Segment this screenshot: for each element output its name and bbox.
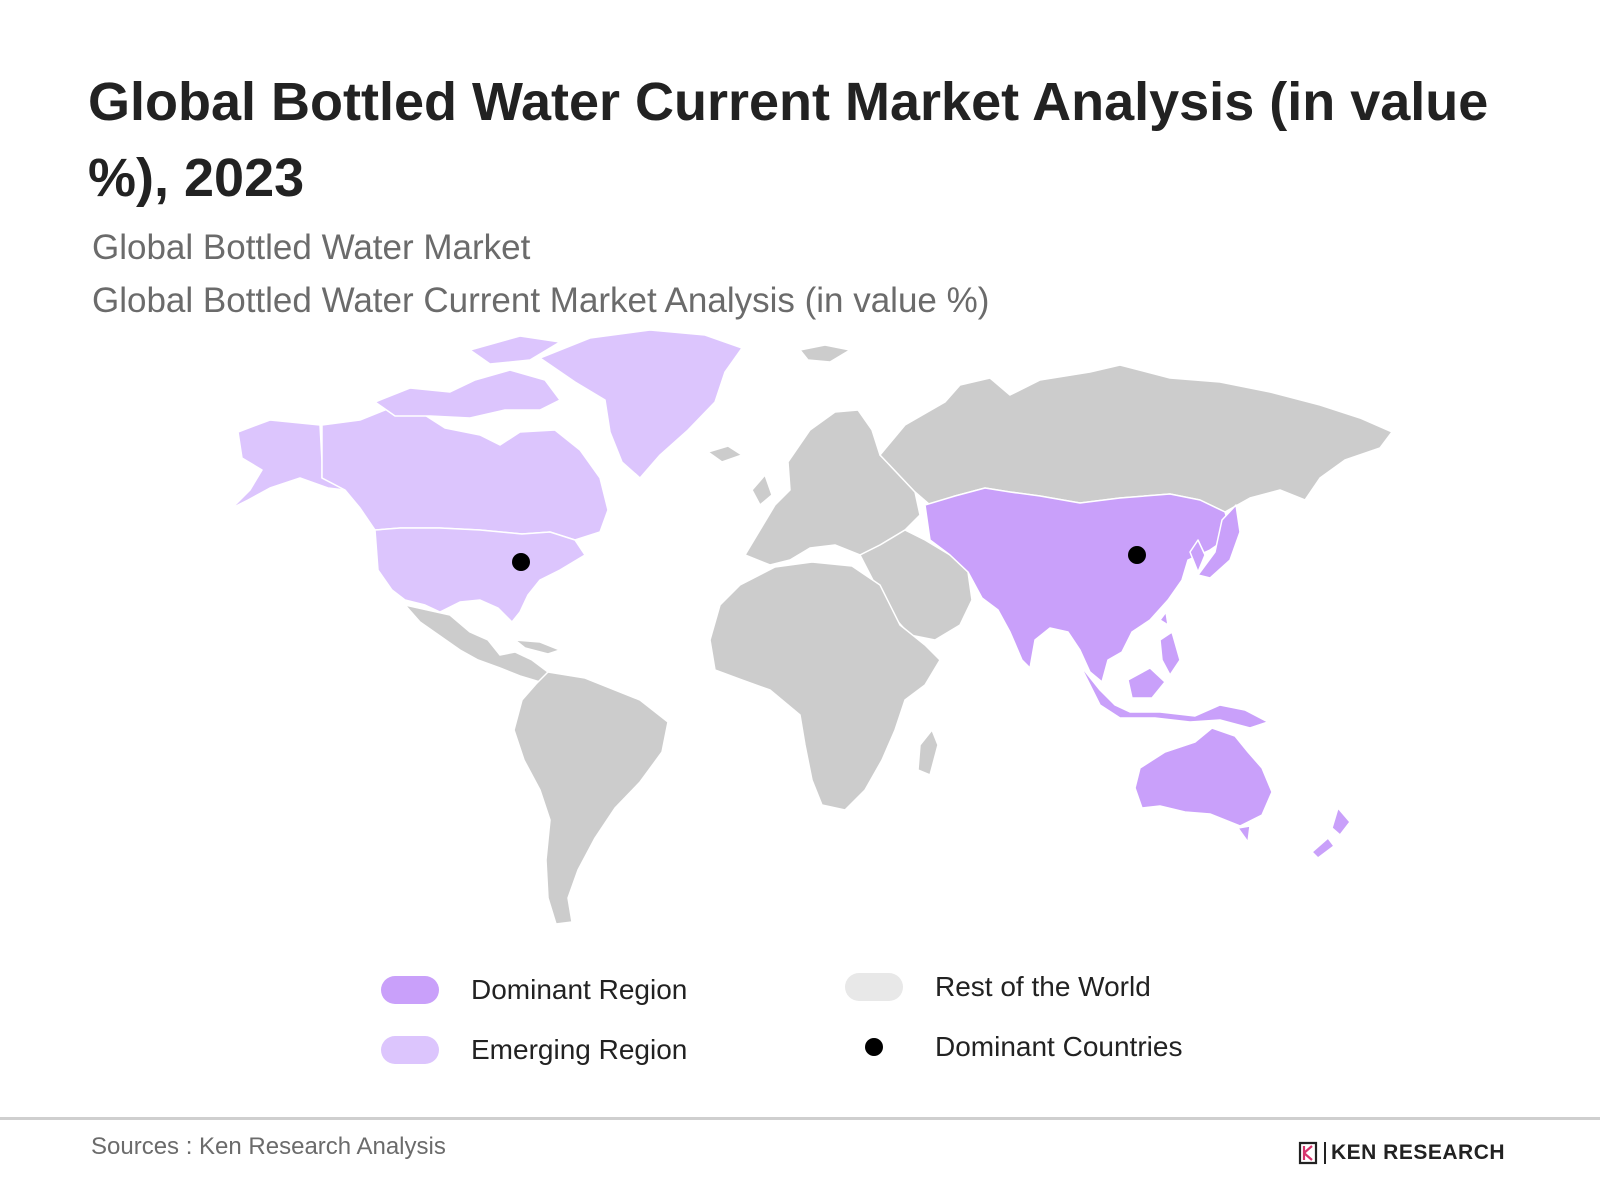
- legend-label-dominant-countries: Dominant Countries: [935, 1031, 1183, 1062]
- source-note: Sources : Ken Research Analysis: [91, 1133, 446, 1160]
- region-australia: [1134, 727, 1273, 827]
- world-map: [231, 330, 1393, 925]
- legend-swatch-rest: [845, 973, 903, 1001]
- region-arctic-islands-north: [469, 335, 561, 365]
- marker-united-states: [512, 553, 530, 571]
- region-iceland: [707, 445, 743, 463]
- logo-text: KEN RESEARCH: [1324, 1142, 1505, 1164]
- region-tasmania: [1237, 825, 1251, 843]
- region-korea: [1189, 539, 1206, 573]
- ken-research-logo: KEN RESEARCH: [1298, 1138, 1505, 1168]
- region-canada: [321, 407, 609, 541]
- legend-label-rest: Rest of the World: [935, 971, 1151, 1002]
- region-uk: [751, 474, 773, 506]
- region-madagascar: [917, 729, 939, 776]
- dot-icon: [865, 1038, 883, 1056]
- legend-swatch-dominant: [381, 976, 439, 1004]
- region-indonesia: [1079, 664, 1269, 729]
- legend-item-dominant-countries: Dominant Countries: [845, 1027, 1182, 1067]
- region-arctic-islands: [374, 369, 561, 419]
- region-japan: [1197, 504, 1241, 579]
- region-svalbard: [799, 344, 851, 363]
- region-new-zealand: [1311, 807, 1351, 859]
- dominant-regions: [924, 487, 1351, 859]
- page-title: Global Bottled Water Current Market Anal…: [88, 72, 1489, 208]
- region-borneo: [1127, 667, 1166, 699]
- region-caribbean: [514, 639, 561, 655]
- subtitle-market: Global Bottled Water Market: [92, 228, 531, 267]
- legend-item-emerging: Emerging Region: [381, 1030, 687, 1070]
- region-africa: [709, 561, 941, 811]
- footer-divider: [0, 1117, 1600, 1120]
- legend-label-dominant: Dominant Region: [471, 974, 688, 1005]
- legend-item-rest: Rest of the World: [845, 967, 1151, 1007]
- region-greenland: [539, 330, 743, 479]
- region-asia-mainland: [924, 487, 1233, 683]
- dominant-country-markers: [512, 546, 1146, 571]
- legend-item-dominant: Dominant Region: [381, 970, 687, 1010]
- region-russia: [879, 364, 1393, 513]
- region-south-america: [513, 671, 669, 925]
- marker-china: [1128, 546, 1146, 564]
- region-usa: [374, 527, 586, 623]
- region-alaska: [231, 419, 346, 509]
- ken-research-logo-icon: [1298, 1141, 1318, 1165]
- rest-of-world-regions: [404, 344, 1393, 925]
- region-philippines: [1159, 631, 1181, 676]
- legend-label-emerging: Emerging Region: [471, 1034, 688, 1065]
- subtitle-analysis: Global Bottled Water Current Market Anal…: [92, 281, 990, 320]
- region-taiwan: [1159, 611, 1169, 626]
- emerging-regions: [231, 330, 743, 623]
- legend-swatch-emerging: [381, 1036, 439, 1064]
- legend-swatch-dot: [845, 1033, 903, 1061]
